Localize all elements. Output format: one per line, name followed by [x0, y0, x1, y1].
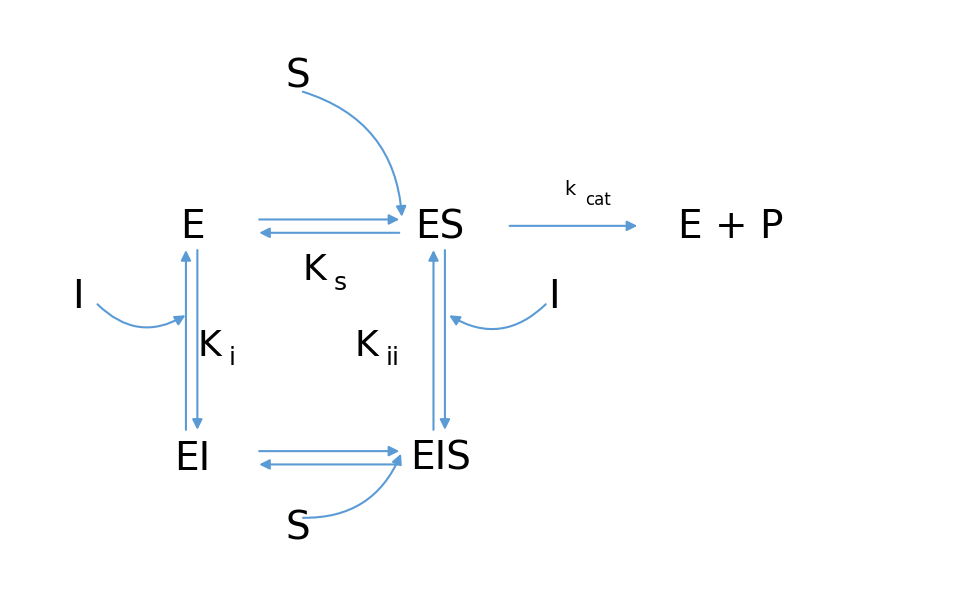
Text: E + P: E + P — [678, 208, 783, 246]
Text: cat: cat — [584, 191, 611, 209]
Text: E: E — [181, 208, 205, 246]
Text: K: K — [197, 329, 221, 363]
Text: K: K — [355, 329, 379, 363]
Text: I: I — [549, 278, 560, 315]
Text: k: k — [564, 180, 575, 199]
Text: i: i — [229, 346, 236, 371]
Text: I: I — [72, 278, 84, 315]
Text: S: S — [285, 509, 310, 547]
Text: K: K — [302, 253, 326, 288]
Text: S: S — [285, 58, 310, 95]
Text: s: s — [333, 271, 347, 295]
Text: EI: EI — [175, 439, 211, 477]
Text: EIS: EIS — [410, 439, 470, 477]
Text: ii: ii — [385, 346, 400, 371]
Text: ES: ES — [415, 208, 465, 246]
